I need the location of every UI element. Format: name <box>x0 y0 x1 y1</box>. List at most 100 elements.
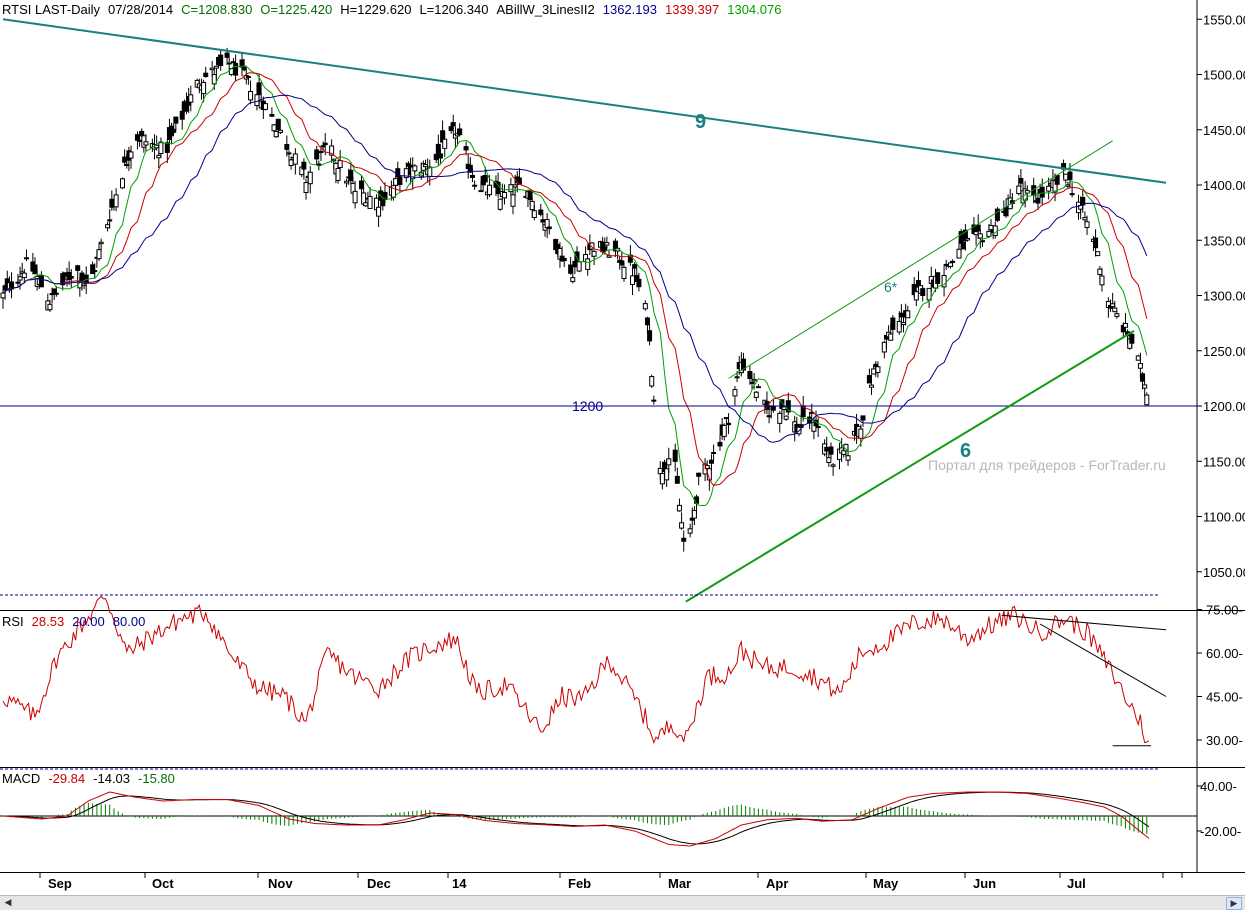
price-y-tick-label: 1300.00- <box>1203 289 1245 304</box>
candle-down <box>644 317 650 326</box>
candle-up <box>947 262 953 267</box>
candle-down <box>226 62 232 65</box>
x-axis-month-label: Jun <box>973 876 996 891</box>
price-y-tick-label: 1400.00- <box>1203 178 1245 193</box>
close-value: C=1208.830 <box>181 2 253 17</box>
x-axis-month-label: Nov <box>268 876 293 891</box>
candle-up <box>307 171 313 185</box>
low-value: L=1206.340 <box>419 2 489 17</box>
price-y-tick-label: 1500.00- <box>1203 68 1245 83</box>
moving-average-5 <box>2 65 1148 507</box>
candle-down <box>568 264 574 274</box>
candle-down <box>766 415 772 418</box>
candle-up <box>723 417 729 420</box>
rsi-line <box>2 595 1150 745</box>
candle-down <box>137 139 143 142</box>
candle-up <box>47 303 53 311</box>
candle-down <box>450 122 456 127</box>
macd-histogram <box>6 802 1148 835</box>
candle-down <box>1039 186 1045 198</box>
candle-up <box>442 138 448 149</box>
x-axis-month-label: Sep <box>48 876 72 891</box>
candle-up <box>318 151 324 154</box>
candle-up <box>158 141 164 154</box>
candle-up <box>630 275 636 285</box>
candle-up <box>659 473 665 485</box>
scroll-left-arrow-icon[interactable]: ◀ <box>4 897 12 907</box>
candle-down <box>469 175 475 178</box>
candle-up <box>128 151 134 159</box>
candle-down <box>478 190 484 193</box>
candle-down <box>866 375 872 384</box>
trendline-6 <box>685 330 1135 603</box>
candle-up <box>1114 313 1120 317</box>
candle-down <box>824 446 830 452</box>
price-y-tick-label: 1350.00- <box>1203 233 1245 248</box>
candle-down <box>920 288 926 296</box>
price-y-tick-label: 1550.00- <box>1203 12 1245 27</box>
horizontal-scrollbar[interactable]: ◀ ▶ <box>0 895 1245 910</box>
candle-down <box>348 169 354 182</box>
candle-up <box>881 341 887 353</box>
macd-y-tick-label: -20.00- <box>1200 824 1241 839</box>
candle-down <box>284 144 290 150</box>
candle-up <box>487 184 493 196</box>
rsi-y-tick-label: 45.00- <box>1206 690 1243 705</box>
candle-down <box>107 219 113 222</box>
high-value: H=1229.620 <box>340 2 412 17</box>
rsi-y-tick-label: 60.00- <box>1206 646 1243 661</box>
candle-up <box>254 94 260 107</box>
candle-down <box>32 264 38 274</box>
candle-down <box>173 116 179 124</box>
candle-down <box>538 209 544 215</box>
candle-down <box>359 180 365 190</box>
candle-down <box>527 190 533 201</box>
candle-down <box>651 399 657 402</box>
price-y-tick-label: 1250.00- <box>1203 344 1245 359</box>
candle-up <box>1016 185 1022 195</box>
candle-up <box>277 129 283 133</box>
rsi-panel-header: RSI 28.53 20.00 80.00 <box>2 614 153 629</box>
candle-up <box>1097 268 1103 275</box>
candle-up <box>869 384 875 388</box>
candle-up <box>913 291 919 301</box>
candle-up <box>1144 394 1150 406</box>
candle-up <box>292 153 298 165</box>
candle-up <box>544 219 550 229</box>
candle-up <box>721 425 727 437</box>
candle-down <box>397 176 403 185</box>
candle-up <box>901 322 907 326</box>
candle-up <box>376 206 382 217</box>
candle-down <box>960 241 966 250</box>
candle-up <box>508 184 514 193</box>
candle-up <box>777 412 783 424</box>
trendline-6-star-label: 6* <box>884 279 898 295</box>
candle-up <box>1046 185 1052 192</box>
macd-panel-header: MACD -29.84 -14.03 -15.80 <box>2 771 183 786</box>
candle-up <box>570 277 576 282</box>
x-axis-month-label: Oct <box>152 876 174 891</box>
candle-up <box>209 67 215 71</box>
x-axis-month-label: Apr <box>766 876 788 891</box>
candle-up <box>711 451 717 454</box>
candle-up <box>1137 363 1143 369</box>
candle-up <box>531 210 537 218</box>
candle-up <box>679 522 685 529</box>
trendline-6-label: 6 <box>960 440 971 462</box>
candle-down <box>747 371 753 379</box>
candle-down <box>540 219 546 223</box>
candle-up <box>497 198 503 210</box>
candle-down <box>890 317 896 330</box>
candle-up <box>1112 307 1118 313</box>
candle-up <box>621 266 627 279</box>
candle-down <box>546 226 552 230</box>
candle-down <box>482 174 488 183</box>
candle-down <box>602 246 608 251</box>
scroll-right-arrow-icon[interactable]: ▶ <box>1226 897 1242 910</box>
candle-down <box>203 72 209 77</box>
candle-up <box>303 182 309 193</box>
candle-up <box>585 258 591 270</box>
candle-down <box>1080 196 1086 206</box>
candle-up <box>657 467 663 475</box>
